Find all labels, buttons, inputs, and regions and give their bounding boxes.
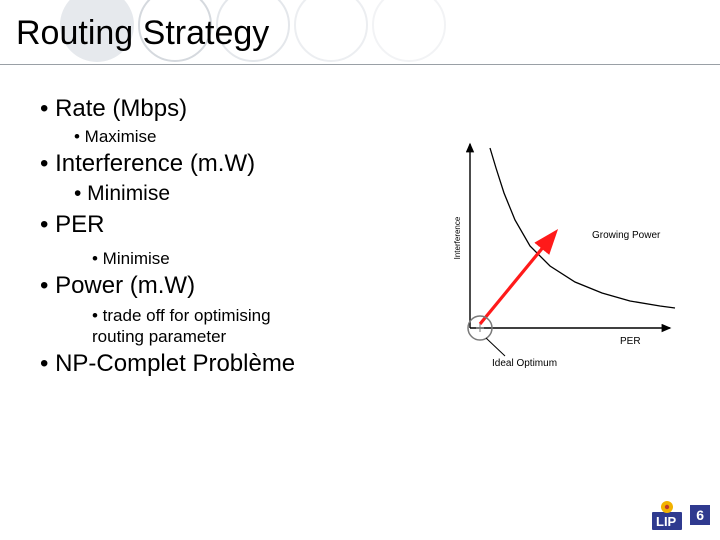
bullet-per-sub: • Minimise <box>92 248 400 269</box>
bullet-per: • PER <box>40 210 400 240</box>
bullet-power-sub2: routing parameter <box>92 326 400 347</box>
bullet-power: • Power (m.W) <box>40 271 400 301</box>
svg-text:PER: PER <box>620 336 641 347</box>
title-underline <box>0 64 720 65</box>
logo-icon: LIP <box>650 498 684 532</box>
bullet-interference: • Interference (m.W) <box>40 149 400 179</box>
slide-number: 6 <box>690 505 710 525</box>
deco-circle-4 <box>294 0 368 62</box>
svg-text:Ideal Optimum: Ideal Optimum <box>492 358 557 369</box>
svg-text:Growing Power: Growing Power <box>592 230 661 241</box>
page-title: Routing Strategy <box>16 14 269 53</box>
bullet-rate-sub: • Maximise <box>74 126 400 147</box>
bullet-rate: • Rate (Mbps) <box>40 94 400 124</box>
footer: LIP 6 <box>650 498 710 532</box>
chart-svg: Interference PER Growing Power Ideal Optimu… <box>420 138 690 398</box>
bullet-list: • Rate (Mbps) • Maximise • Interference … <box>40 92 400 379</box>
svg-text:Interference: Interference <box>453 216 462 259</box>
deco-circle-5 <box>372 0 446 62</box>
slide: Routing Strategy • Rate (Mbps) • Maximis… <box>0 0 720 540</box>
tradeoff-chart: Interference PER Growing Power Ideal Optimu… <box>420 138 690 388</box>
svg-text:LIP: LIP <box>656 514 677 529</box>
bullet-interference-sub: • Minimise <box>74 181 400 207</box>
bullet-np: • NP-Complet Problème <box>40 349 400 379</box>
bullet-power-sub1: • trade off for optimising <box>92 305 400 326</box>
